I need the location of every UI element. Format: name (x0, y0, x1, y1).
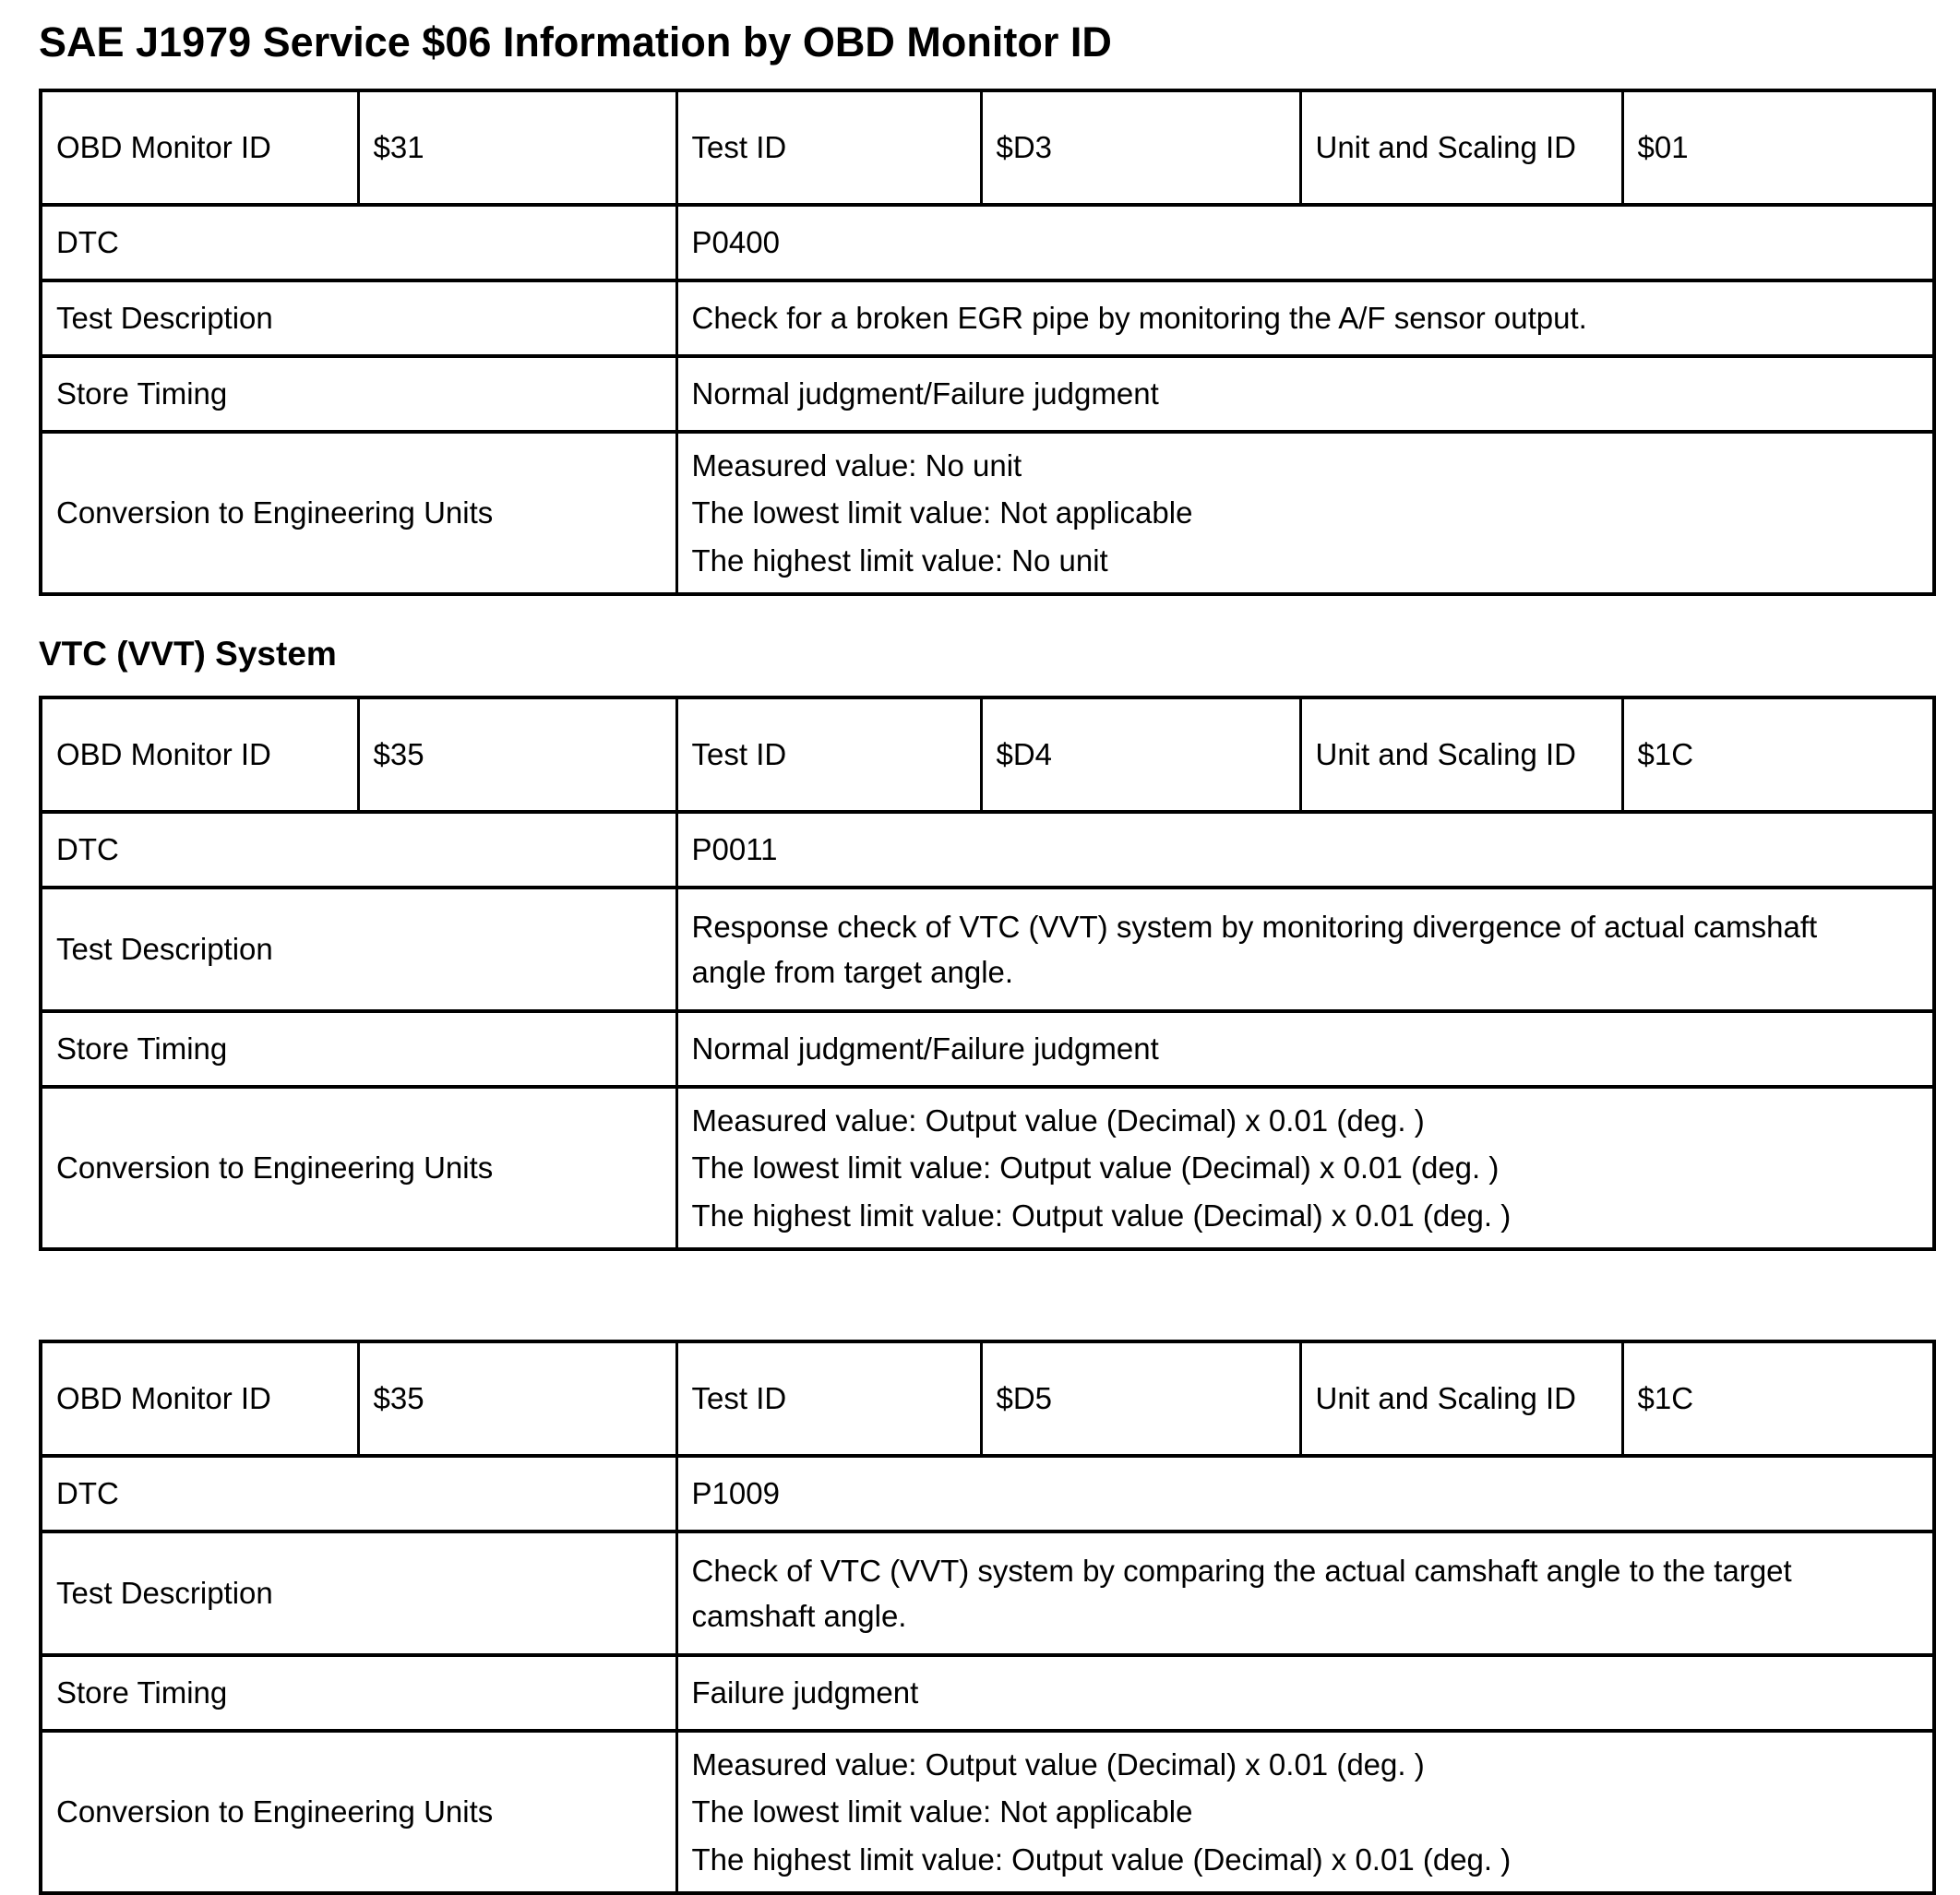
dtc-label: DTC (39, 203, 678, 282)
dtc-value: P0011 (675, 810, 1936, 889)
test-description-label: Test Description (39, 886, 678, 1013)
obd-monitor-id-label: OBD Monitor ID (39, 1340, 360, 1458)
store-timing-label: Store Timing (39, 1653, 678, 1733)
conversion-lines: Measured value: Output value (Decimal) x… (691, 1103, 1512, 1233)
table-row: Store Timing Failure judgment (39, 1653, 1936, 1733)
test-description-value: Check of VTC (VVT) system by comparing t… (675, 1530, 1936, 1657)
test-description-label: Test Description (39, 279, 678, 358)
table-row: DTC P0400 (39, 203, 1936, 282)
test-id-value: $D3 (979, 89, 1302, 207)
test-id-value: $D5 (979, 1340, 1302, 1458)
obd-monitor-id-value: $35 (356, 696, 678, 814)
obd-monitor-id-value: $31 (356, 89, 678, 207)
store-timing-value: Normal judgment/Failure judgment (675, 354, 1936, 434)
table-row: Conversion to Engineering Units Measured… (39, 430, 1936, 596)
dtc-label: DTC (39, 1454, 678, 1533)
unit-scaling-id-label: Unit and Scaling ID (1298, 696, 1624, 814)
table-row: Store Timing Normal judgment/Failure jud… (39, 354, 1936, 434)
test-id-label: Test ID (675, 1340, 983, 1458)
test-description-value: Check for a broken EGR pipe by monitorin… (675, 279, 1936, 358)
table-row: Conversion to Engineering Units Measured… (39, 1085, 1936, 1251)
conversion-value: Measured value: No unit The lowest limit… (675, 430, 1936, 596)
section-heading-vtc-vvt-system: VTC (VVT) System (39, 635, 337, 673)
test-id-label: Test ID (675, 89, 983, 207)
test-description-label: Test Description (39, 1530, 678, 1657)
store-timing-label: Store Timing (39, 1009, 678, 1089)
document-page: SAE J1979 Service $06 Information by OBD… (39, 18, 1960, 1895)
obd-monitor-table-3: OBD Monitor ID $35 Test ID $D5 Unit and … (39, 1340, 1936, 1895)
obd-monitor-table-1: OBD Monitor ID $31 Test ID $D3 Unit and … (39, 89, 1936, 596)
obd-monitor-id-label: OBD Monitor ID (39, 89, 360, 207)
unit-scaling-id-value: $1C (1620, 1340, 1936, 1458)
store-timing-value: Failure judgment (675, 1653, 1936, 1733)
table-row: Conversion to Engineering Units Measured… (39, 1729, 1936, 1895)
table-row: DTC P1009 (39, 1454, 1936, 1533)
table-gap (39, 1251, 1960, 1340)
obd-monitor-table-2: OBD Monitor ID $35 Test ID $D4 Unit and … (39, 696, 1936, 1251)
unit-scaling-id-label: Unit and Scaling ID (1298, 1340, 1624, 1458)
dtc-label: DTC (39, 810, 678, 889)
test-description-text: Response check of VTC (VVT) system by mo… (691, 909, 1818, 990)
conversion-label: Conversion to Engineering Units (39, 1729, 678, 1895)
dtc-value: P0400 (675, 203, 1936, 282)
test-description-value: Response check of VTC (VVT) system by mo… (675, 886, 1936, 1013)
test-id-label: Test ID (675, 696, 983, 814)
store-timing-label: Store Timing (39, 354, 678, 434)
test-id-value: $D4 (979, 696, 1302, 814)
table-row: Test Description Response check of VTC (… (39, 886, 1936, 1013)
unit-scaling-id-value: $1C (1620, 696, 1936, 814)
conversion-label: Conversion to Engineering Units (39, 1085, 678, 1251)
unit-scaling-id-label: Unit and Scaling ID (1298, 89, 1624, 207)
table-row: OBD Monitor ID $35 Test ID $D4 Unit and … (39, 696, 1936, 814)
conversion-lines: Measured value: No unit The lowest limit… (691, 448, 1193, 578)
conversion-value: Measured value: Output value (Decimal) x… (675, 1085, 1936, 1251)
conversion-label: Conversion to Engineering Units (39, 430, 678, 596)
obd-monitor-id-value: $35 (356, 1340, 678, 1458)
table-row: Store Timing Normal judgment/Failure jud… (39, 1009, 1936, 1089)
unit-scaling-id-value: $01 (1620, 89, 1936, 207)
page-title: SAE J1979 Service $06 Information by OBD… (39, 18, 1112, 66)
table-row: OBD Monitor ID $31 Test ID $D3 Unit and … (39, 89, 1936, 207)
table-row: Test Description Check for a broken EGR … (39, 279, 1936, 358)
store-timing-value: Normal judgment/Failure judgment (675, 1009, 1936, 1089)
dtc-value: P1009 (675, 1454, 1936, 1533)
table-row: Test Description Check of VTC (VVT) syst… (39, 1530, 1936, 1657)
conversion-lines: Measured value: Output value (Decimal) x… (691, 1747, 1512, 1877)
test-description-text: Check of VTC (VVT) system by comparing t… (691, 1553, 1792, 1634)
table-row: OBD Monitor ID $35 Test ID $D5 Unit and … (39, 1340, 1936, 1458)
conversion-value: Measured value: Output value (Decimal) x… (675, 1729, 1936, 1895)
obd-monitor-id-label: OBD Monitor ID (39, 696, 360, 814)
table-row: DTC P0011 (39, 810, 1936, 889)
